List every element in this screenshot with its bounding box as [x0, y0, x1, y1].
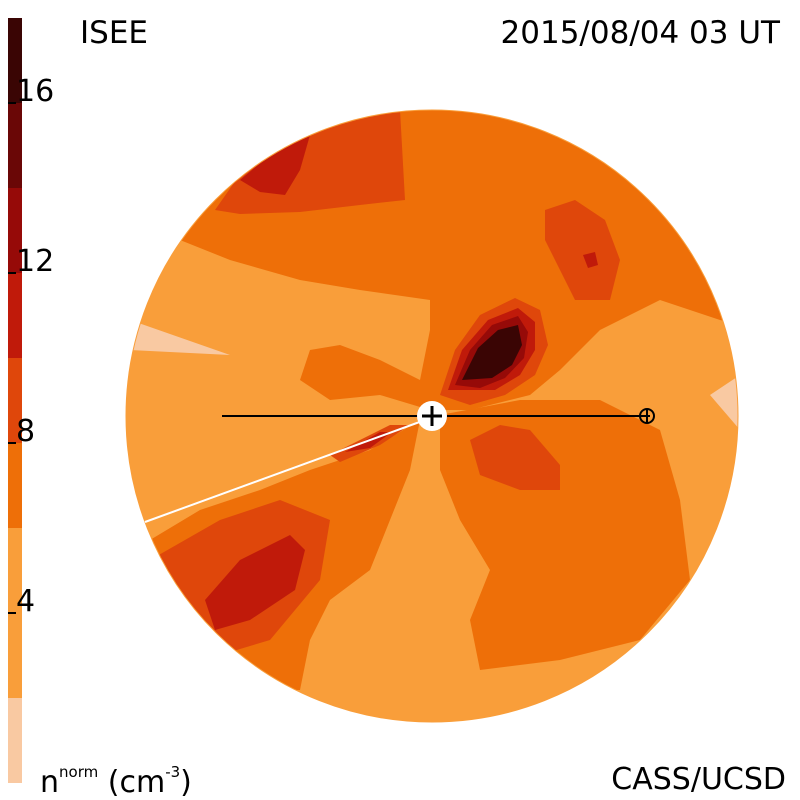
colorbar-tick-mark: [8, 102, 16, 104]
units-unit-sup: -3: [165, 763, 181, 781]
colorbar-band: [8, 273, 22, 358]
colorbar-band: [8, 698, 22, 783]
colorbar-tick-mark: [8, 612, 16, 614]
colorbar-units-label: nnorm (cm-3): [40, 765, 192, 798]
colorbar-tick-mark: [8, 442, 16, 444]
colorbar-tick-label: 16: [16, 74, 55, 109]
contour-region: [215, 110, 405, 214]
contour-region: [205, 535, 305, 630]
data-gap-line: [144, 419, 426, 523]
colorbar-tick-label: 8: [16, 414, 36, 449]
colorbar-band: [8, 443, 22, 528]
contour-region: [545, 200, 620, 300]
contour-region: [240, 135, 310, 195]
credit-label: CASS/UCSD: [611, 762, 786, 797]
units-base: n: [40, 765, 60, 800]
contour-region: [462, 325, 522, 380]
contour-region: [710, 375, 738, 430]
colorbar-band: [8, 358, 22, 443]
units-unit-close: ): [180, 765, 192, 800]
units-unit-open: (cm: [107, 765, 166, 800]
colorbar-tick-label: 12: [16, 244, 55, 279]
datetime-label: 2015/08/04 03 UT: [500, 15, 780, 51]
colorbar-tick-mark: [8, 272, 16, 274]
contour-region: [470, 425, 560, 490]
instrument-title: ISEE: [80, 15, 148, 51]
colorbar-band: [8, 188, 22, 273]
units-sup: norm: [59, 763, 99, 781]
colorbar: [8, 18, 22, 783]
map-boundary: [125, 109, 739, 723]
colorbar-tick-label: 4: [16, 584, 36, 619]
contour-region: [130, 320, 230, 355]
colorbar-band: [8, 103, 22, 188]
colorbar-band: [8, 18, 22, 103]
contour-region: [583, 252, 598, 268]
